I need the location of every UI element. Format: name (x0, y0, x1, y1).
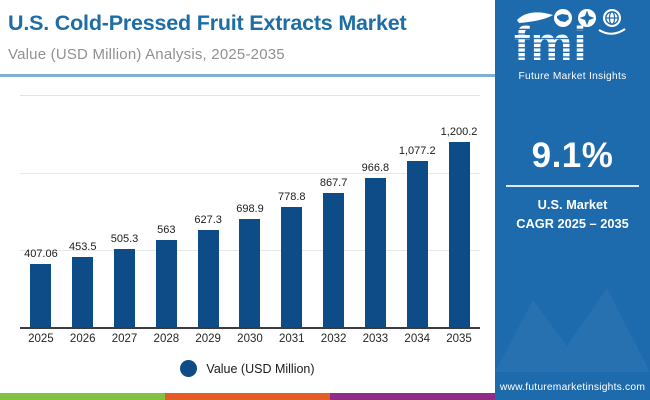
bar-value-label: 1,200.2 (440, 126, 478, 139)
logo-smile-arc (597, 28, 626, 35)
bar (155, 240, 177, 327)
x-axis-tick-label: 2035 (446, 333, 472, 345)
x-axis-tick-label: 2033 (362, 333, 389, 345)
bar-value-label: 867.7 (319, 177, 348, 190)
chart-plot: 407.06 453.5 505.3 563 627.3 698.9 778.8 867.7 9… (20, 95, 480, 329)
bar-slot: 505.3 (104, 96, 146, 327)
bar-slot: 966.8 (355, 96, 397, 327)
bar-slot: 453.5 (62, 96, 104, 327)
cagr-stat: 9.1% U.S. Market CAGR 2025 – 2035 (495, 136, 650, 233)
x-axis-tick-label: 2029 (195, 333, 221, 345)
fmi-logo: fmi Future Market Insights (495, 7, 650, 82)
bar (323, 193, 345, 327)
bar (72, 257, 94, 327)
bar-slot: 698.9 (229, 96, 271, 327)
logo-globe-circle-icon (602, 9, 621, 27)
website-url: www.futuremarketinsights.com (499, 382, 646, 393)
page-subtitle: Value (USD Million) Analysis, 2025-2035 (8, 46, 285, 63)
logo-flag-shape (516, 12, 553, 23)
legend-dot-icon (180, 360, 198, 377)
logo-caption: Future Market Insights (518, 71, 627, 82)
bottom-stripe (0, 393, 495, 400)
x-axis-tick-label: 2034 (404, 333, 431, 345)
page-title: U.S. Cold-Pressed Fruit Extracts Market (8, 11, 407, 35)
x-axis-tick-label: 2031 (278, 333, 305, 345)
bar-value-label: 1,077.2 (398, 145, 436, 158)
bar (197, 230, 219, 327)
bar-value-label: 453.5 (68, 241, 97, 254)
x-axis-tick-label: 2028 (153, 333, 180, 345)
bar (114, 249, 136, 327)
logo-text: fmi (514, 17, 588, 65)
stripe-purple (330, 393, 495, 400)
bar (364, 178, 386, 327)
legend-label: Value (USD Million) (206, 361, 315, 376)
logo-map-circle-icon (553, 9, 572, 27)
bar-value-label: 778.8 (278, 191, 306, 204)
x-axis-tick-label: 2032 (320, 333, 347, 345)
bar-slot: 627.3 (187, 96, 229, 327)
stripe-orange (165, 393, 330, 400)
cagr-label-line1: U.S. Market (537, 197, 608, 212)
bar-slot: 1,200.2 (438, 96, 480, 327)
bar (406, 161, 428, 327)
chart-legend: Value (USD Million) (0, 360, 495, 377)
x-axis-tick-label: 2025 (28, 333, 54, 345)
bar-value-label: 505.3 (110, 233, 139, 246)
bar (30, 264, 52, 327)
bar (281, 207, 303, 327)
stat-divider (506, 185, 639, 187)
brand-panel: fmi Future Market Insights (495, 0, 650, 400)
bar-slot: 563 (145, 96, 187, 327)
cagr-label: U.S. Market CAGR 2025 – 2035 (495, 196, 650, 233)
bar-slot: 1,077.2 (396, 96, 438, 327)
x-axis-tick-label: 2026 (69, 333, 96, 345)
x-axis-tick-label: 2030 (237, 333, 263, 345)
cagr-value: 9.1% (531, 136, 614, 175)
logo-compass-circle-icon (577, 9, 596, 27)
x-axis-tick-label: 2027 (111, 333, 138, 345)
gridline-1000 (20, 172, 480, 174)
bar (239, 219, 261, 327)
panel-watermark (495, 288, 650, 372)
bar-slot: 867.7 (313, 96, 355, 327)
cagr-label-line2: CAGR 2025 – 2035 (516, 215, 629, 231)
header-divider (0, 74, 495, 77)
bar-slot: 778.8 (271, 96, 313, 327)
bar-slot: 407.06 (20, 96, 62, 327)
x-axis-labels: 2025 2026 2027 2028 2029 2030 2031 2032 2033 2034… (20, 333, 480, 345)
stripe-green (0, 393, 165, 400)
bar-value-label: 627.3 (194, 214, 222, 227)
fmi-logo-icon: fmi (514, 9, 626, 70)
bar (448, 142, 470, 327)
bar-value-label: 966.8 (361, 162, 390, 175)
bar-value-label: 407.06 (24, 248, 58, 261)
bar-value-label: 563 (157, 224, 176, 237)
bar-value-label: 698.9 (236, 203, 264, 216)
